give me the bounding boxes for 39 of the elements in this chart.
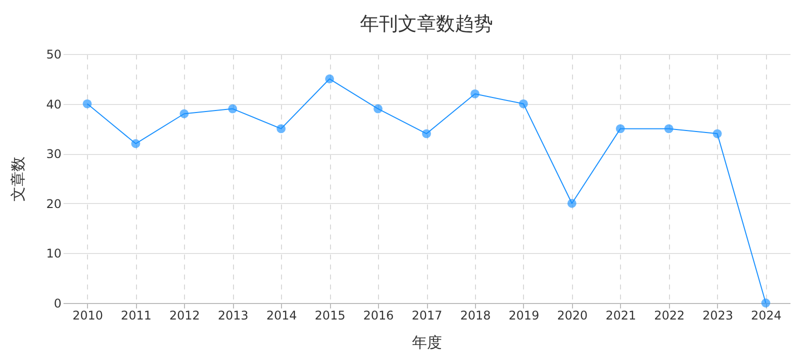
point: [712, 129, 722, 138]
x-tick-label: 2010: [72, 308, 104, 322]
point: [325, 74, 334, 84]
y-tick-label: 0: [54, 296, 62, 310]
point: [131, 139, 140, 148]
y-axis-title: 文章数: [9, 156, 28, 202]
x-tick-label: 2013: [218, 308, 248, 322]
x-tick-label: 2014: [266, 308, 297, 322]
x-tick-label: 2022: [654, 308, 685, 322]
x-tick-label: 2015: [314, 308, 346, 322]
point: [518, 99, 528, 108]
point: [374, 104, 383, 114]
y-tick-label: 40: [46, 97, 62, 112]
x-tick-label: 2011: [120, 308, 152, 322]
x-tick-label: 2012: [169, 308, 200, 322]
x-tick-label: 2023: [702, 308, 734, 322]
point: [567, 198, 576, 208]
chart-title: 年刊文章数趋势: [360, 13, 493, 35]
x-tick-label: 2021: [606, 308, 636, 322]
x-tick-label: 2017: [412, 308, 442, 322]
point: [82, 99, 92, 108]
point: [276, 124, 286, 134]
point: [422, 129, 431, 138]
x-tick-label: 2020: [557, 308, 588, 322]
y-tick-label: 50: [46, 48, 62, 62]
point: [664, 124, 674, 134]
x-tick-label: 2018: [460, 308, 491, 322]
y-tick-label: 10: [46, 246, 62, 261]
point: [470, 89, 480, 98]
point: [616, 124, 625, 134]
point: [228, 104, 238, 114]
y-tick-label: 20: [46, 196, 62, 211]
x-tick-label: 2024: [750, 308, 782, 322]
point: [761, 298, 770, 308]
point: [180, 109, 189, 118]
x-axis-title: 年度: [412, 334, 442, 352]
y-tick-label: 30: [46, 147, 62, 162]
x-tick-label: 2019: [508, 308, 540, 322]
x-tick-label: 2016: [363, 308, 394, 322]
